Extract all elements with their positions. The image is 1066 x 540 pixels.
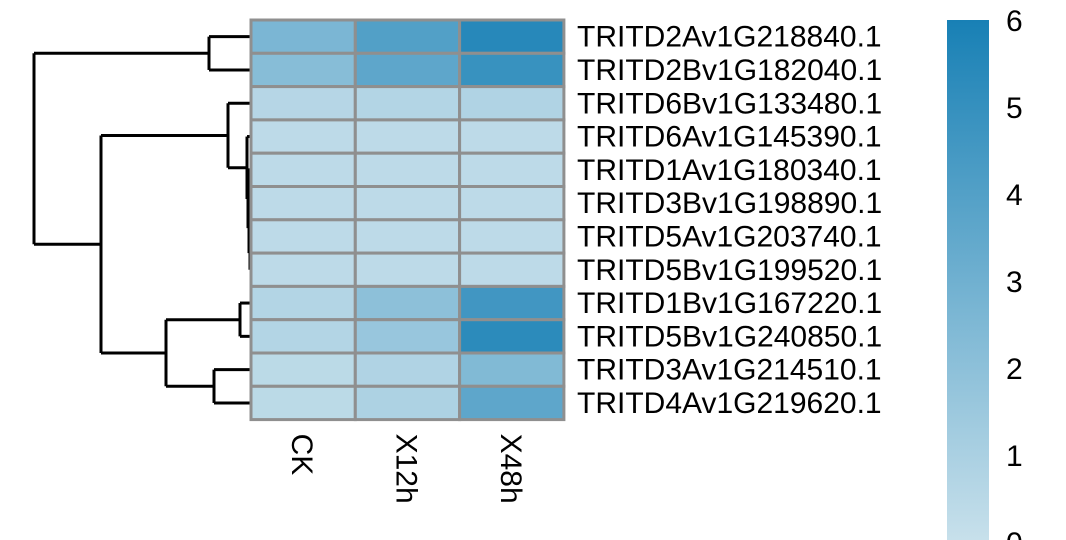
heatmap-cell bbox=[249, 51, 357, 89]
row-label: TRITD6Av1G145390.1 bbox=[577, 121, 882, 154]
heatmap-cell bbox=[353, 318, 462, 355]
heatmap-cell bbox=[353, 351, 462, 388]
heatmap-cell bbox=[353, 251, 462, 288]
legend-tick-label: 5 bbox=[1006, 92, 1023, 125]
row-label: TRITD5Bv1G199520.1 bbox=[577, 254, 882, 287]
heatmap-cell bbox=[458, 85, 566, 122]
color-legend-bar bbox=[947, 20, 989, 540]
heatmap-cell bbox=[353, 384, 462, 422]
heatmap-cell bbox=[249, 185, 357, 222]
heatmap-cell bbox=[353, 51, 462, 89]
row-label: TRITD2Bv1G182040.1 bbox=[577, 54, 882, 87]
heatmap-cell bbox=[249, 85, 357, 122]
heatmap-cell bbox=[249, 151, 357, 188]
heatmap-cell bbox=[458, 351, 566, 388]
row-label: TRITD5Av1G203740.1 bbox=[577, 220, 882, 253]
column-label: CK bbox=[285, 434, 318, 476]
heatmap-cell bbox=[249, 384, 357, 422]
row-label: TRITD6Bv1G133480.1 bbox=[577, 87, 882, 120]
heatmap-cell bbox=[458, 318, 566, 355]
heatmap-cell bbox=[353, 85, 462, 122]
color-legend: 0 1 2 3 4 5 6 bbox=[947, 5, 1023, 540]
legend-tick-label: 1 bbox=[1006, 440, 1023, 473]
row-label: TRITD1Bv1G167220.1 bbox=[577, 287, 882, 320]
heatmap-cell bbox=[353, 151, 462, 188]
row-dendrogram bbox=[32, 35, 252, 405]
heatmap-cells bbox=[249, 18, 566, 422]
row-label: TRITD5Bv1G240850.1 bbox=[577, 320, 882, 353]
row-label: TRITD4Av1G219620.1 bbox=[577, 387, 882, 420]
column-labels: CK X12h X48h bbox=[285, 434, 527, 504]
heatmap-cell bbox=[249, 18, 357, 55]
heatmap-cell bbox=[249, 284, 357, 322]
heatmap-cell bbox=[353, 118, 462, 155]
heatmap-cell bbox=[353, 218, 462, 255]
row-label: TRITD1Av1G180340.1 bbox=[577, 154, 882, 187]
row-label: TRITD2Av1G218840.1 bbox=[577, 21, 882, 54]
heatmap-cell bbox=[458, 118, 566, 155]
legend-tick-label: 2 bbox=[1006, 353, 1023, 386]
heatmap-cell bbox=[249, 218, 357, 255]
heatmap-cell bbox=[249, 118, 357, 155]
column-label: X12h bbox=[389, 434, 422, 504]
heatmap-cell bbox=[458, 218, 566, 255]
heatmap-cell bbox=[458, 185, 566, 222]
heatmap-cell bbox=[458, 284, 566, 322]
heatmap-cell bbox=[249, 318, 357, 355]
heatmap-cell bbox=[458, 51, 566, 89]
heatmap-cell bbox=[353, 284, 462, 322]
heatmap-cell bbox=[458, 251, 566, 288]
heatmap-cell bbox=[249, 251, 357, 288]
legend-tick-label: 4 bbox=[1006, 179, 1023, 212]
column-label: X48h bbox=[494, 434, 527, 504]
heatmap-cell bbox=[249, 351, 357, 388]
heatmap-cell bbox=[353, 18, 462, 55]
legend-tick-label: 3 bbox=[1006, 266, 1023, 299]
legend-tick-label: 0 bbox=[1006, 527, 1023, 540]
heatmap-cell bbox=[458, 18, 566, 55]
legend-tick-label: 6 bbox=[1006, 5, 1023, 38]
row-label: TRITD3Bv1G198890.1 bbox=[577, 187, 882, 220]
row-label: TRITD3Av1G214510.1 bbox=[577, 354, 882, 387]
heatmap-cell bbox=[353, 185, 462, 222]
row-labels: TRITD2Av1G218840.1TRITD2Bv1G182040.1TRIT… bbox=[577, 21, 882, 420]
heatmap-cell bbox=[458, 151, 566, 188]
heatmap-cell bbox=[458, 384, 566, 422]
